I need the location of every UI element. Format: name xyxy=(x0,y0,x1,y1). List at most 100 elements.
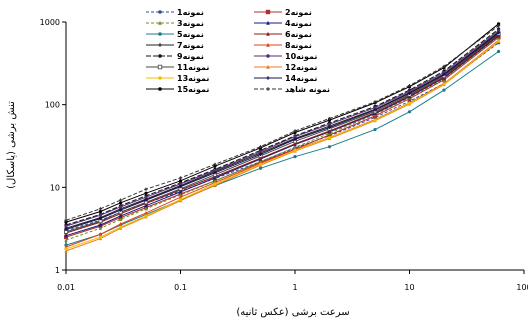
data-point xyxy=(327,118,332,122)
data-point xyxy=(293,129,297,133)
y-axis-title: تنش برشی (پاسکال) xyxy=(6,101,17,189)
data-point xyxy=(373,118,377,122)
data-point xyxy=(178,182,183,186)
data-point xyxy=(496,22,501,26)
data-point xyxy=(178,192,183,197)
data-point xyxy=(64,248,68,253)
legend-item: نمونه8 xyxy=(254,41,312,50)
data-point xyxy=(293,135,297,139)
data-point xyxy=(327,122,332,126)
y-tick-label: 100 xyxy=(45,101,60,110)
data-point xyxy=(158,54,162,58)
legend-label: نمونه1 xyxy=(177,8,204,17)
data-point xyxy=(327,135,332,140)
data-point xyxy=(213,168,217,173)
legend-label: نمونه11 xyxy=(177,63,209,72)
data-point xyxy=(266,64,270,69)
legend-item: نمونه13 xyxy=(146,74,209,83)
legend-label: نمونه9 xyxy=(177,52,204,61)
data-point xyxy=(178,185,183,189)
data-point xyxy=(158,76,162,80)
data-point xyxy=(265,9,271,15)
data-point xyxy=(327,125,332,130)
data-point xyxy=(64,233,68,238)
legend-label: نمونه12 xyxy=(285,63,317,72)
data-point xyxy=(407,89,412,93)
data-point xyxy=(98,232,103,236)
data-point xyxy=(213,162,217,166)
data-point xyxy=(119,217,123,221)
data-point xyxy=(213,171,217,175)
data-point xyxy=(258,150,263,154)
data-point xyxy=(144,203,148,208)
data-point xyxy=(442,64,446,69)
data-point xyxy=(407,91,412,95)
data-point xyxy=(119,225,123,229)
data-point xyxy=(98,226,103,230)
legend-item: نمونه6 xyxy=(254,30,312,39)
data-point xyxy=(98,216,103,221)
data-point xyxy=(442,73,446,77)
legend-item: نمونه2 xyxy=(254,8,312,17)
legend-item: نمونه9 xyxy=(146,52,204,61)
data-point xyxy=(293,141,297,146)
legend-label: نمونه4 xyxy=(285,19,312,28)
series-line xyxy=(64,24,501,222)
data-point xyxy=(158,32,162,36)
legend-label: نمونه10 xyxy=(285,52,317,61)
y-tick-label: 1000 xyxy=(40,18,60,27)
legend-item: نمونه4 xyxy=(254,19,312,28)
data-point xyxy=(258,156,263,160)
x-tick-label: 10 xyxy=(404,283,414,292)
data-point xyxy=(157,64,163,70)
data-point xyxy=(373,100,377,104)
data-point xyxy=(293,137,297,142)
legend-label: نمونه8 xyxy=(285,41,312,50)
data-point xyxy=(327,116,332,121)
data-point xyxy=(119,208,123,212)
data-point xyxy=(64,218,68,222)
data-point xyxy=(178,198,183,202)
data-point xyxy=(178,176,183,180)
legend-item: نمونه10 xyxy=(254,52,317,61)
legend-label: نمونه14 xyxy=(285,74,317,83)
data-point xyxy=(442,82,446,86)
data-point xyxy=(442,70,446,75)
legend-label: نمونه شاهد xyxy=(285,85,330,94)
legend-label: نمونه6 xyxy=(285,30,312,39)
data-point xyxy=(373,127,377,132)
y-tick-label: 1 xyxy=(55,266,60,275)
data-point xyxy=(64,224,68,228)
data-point xyxy=(158,20,162,25)
data-point xyxy=(496,24,501,28)
x-tick-label: 0.1 xyxy=(174,283,187,292)
data-point xyxy=(266,20,270,25)
data-point xyxy=(158,87,162,91)
data-point xyxy=(258,166,263,170)
data-point xyxy=(496,39,501,43)
series-line xyxy=(64,28,501,228)
legend-item: نمونه7 xyxy=(146,41,204,50)
data-point xyxy=(496,28,501,33)
data-point xyxy=(258,145,263,149)
data-point xyxy=(496,31,501,35)
data-point xyxy=(178,189,183,194)
data-point xyxy=(266,42,270,47)
legend-item: نمونه3 xyxy=(146,19,204,28)
data-point xyxy=(178,195,183,199)
data-point xyxy=(119,201,123,205)
data-point xyxy=(64,237,68,242)
legend-label: نمونه2 xyxy=(285,8,312,17)
data-point xyxy=(213,182,217,186)
data-point xyxy=(293,155,297,159)
data-point xyxy=(144,198,148,202)
x-axis-title: سرعت برشی (عکس ثانیه) xyxy=(236,307,349,318)
data-point xyxy=(144,187,148,191)
data-point xyxy=(327,145,332,149)
data-point xyxy=(64,220,68,224)
data-point xyxy=(373,106,377,110)
data-point xyxy=(98,213,103,217)
legend-item: نمونه15 xyxy=(146,85,209,94)
data-point xyxy=(373,108,377,112)
data-point xyxy=(144,195,148,199)
